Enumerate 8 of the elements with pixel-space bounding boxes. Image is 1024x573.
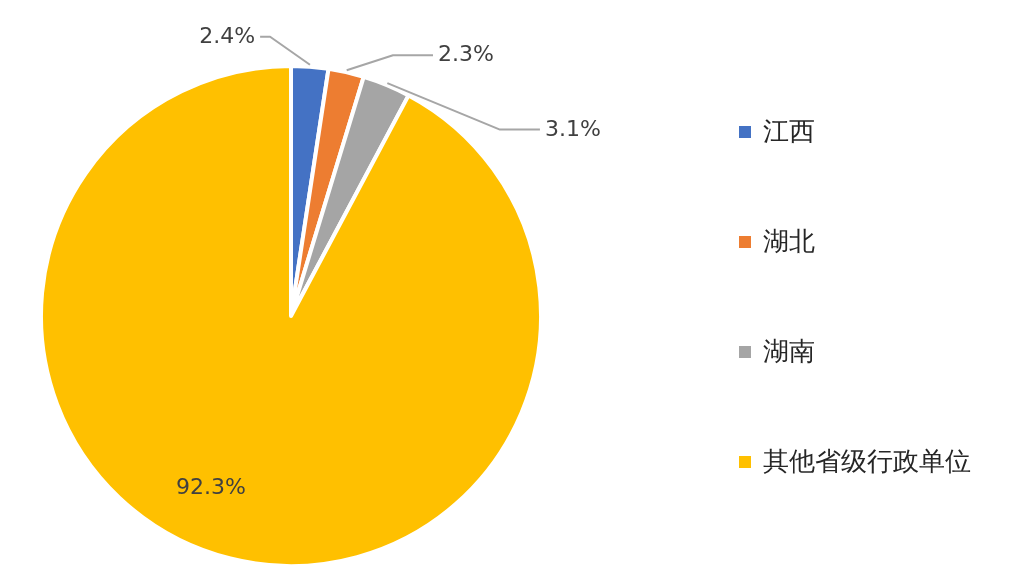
legend-label: 其他省级行政单位 [763,445,971,476]
data-label: 2.4% [199,22,256,48]
legend-label: 江西 [763,115,815,146]
data-label: 92.3% [176,474,246,500]
legend-label: 湖南 [763,335,815,366]
legend-label: 湖北 [763,225,815,256]
data-label: 2.3% [437,41,494,67]
data-label: 3.1% [544,115,601,141]
